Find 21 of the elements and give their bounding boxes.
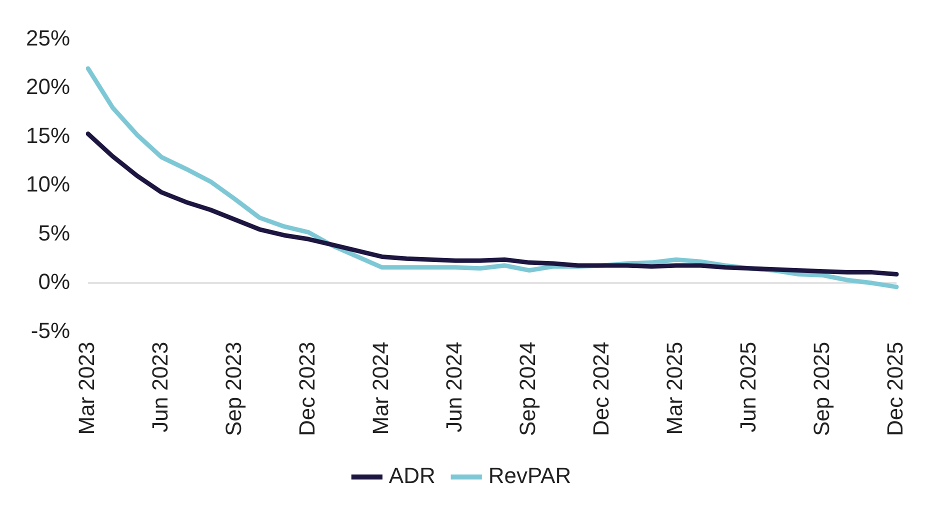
x-tick-label: Dec 2024 <box>588 342 614 436</box>
y-tick-label: 5% <box>38 220 70 246</box>
y-tick-label: 15% <box>26 122 70 148</box>
y-tick-label: 25% <box>26 25 70 50</box>
y-tick-label: 10% <box>26 172 70 197</box>
x-tick-label: Jun 2024 <box>442 342 467 432</box>
x-tick-label: Jun 2025 <box>736 342 761 432</box>
x-tick-label: Mar 2024 <box>368 342 394 435</box>
x-tick-label: Jun 2023 <box>148 342 173 432</box>
y-tick-label: 20% <box>26 74 70 100</box>
x-tick-label: Mar 2025 <box>662 342 688 435</box>
x-tick-label: Dec 2025 <box>882 342 908 436</box>
x-tick-label: Dec 2023 <box>294 342 320 436</box>
x-tick-label: Sep 2024 <box>515 342 540 436</box>
y-tick-label: -5% <box>30 318 70 343</box>
legend-label: ADR <box>388 463 436 488</box>
x-tick-label: Sep 2023 <box>221 342 246 436</box>
x-tick-label: Mar 2023 <box>74 342 100 435</box>
x-tick-label: Sep 2025 <box>809 342 834 436</box>
legend-label: RevPAR <box>488 463 572 488</box>
y-tick-label: 0% <box>38 269 70 294</box>
